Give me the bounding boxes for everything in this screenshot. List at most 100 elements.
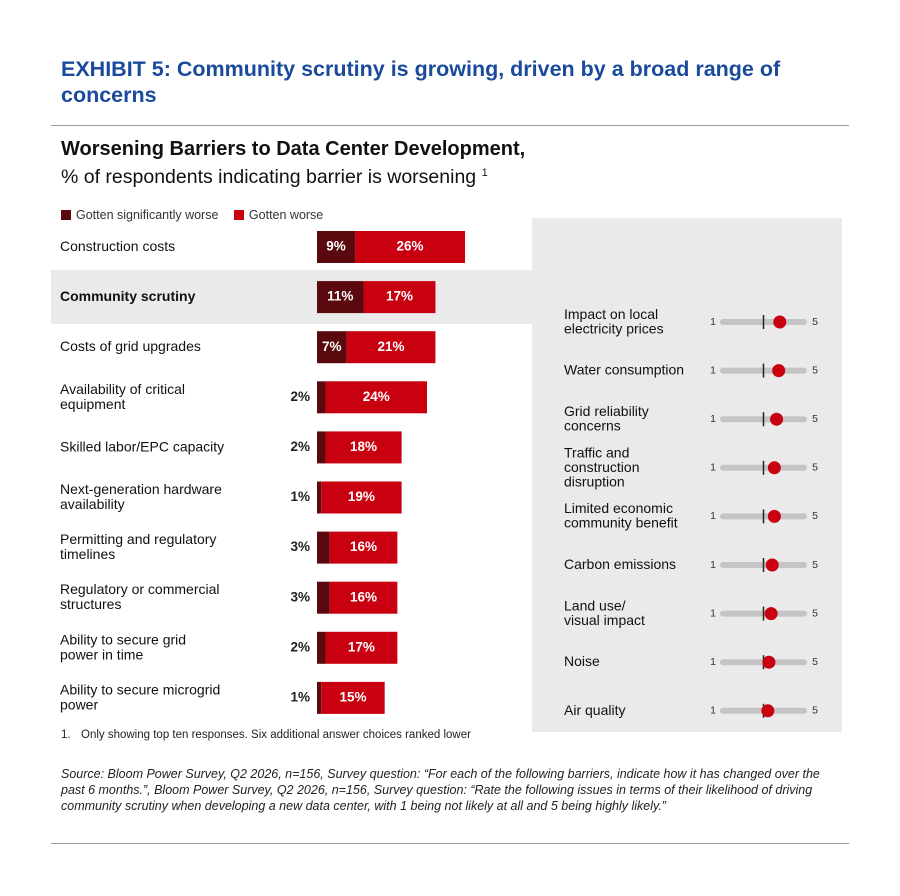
legend-swatch-worse	[233, 210, 244, 220]
slider-min-label-traffic-and-construction-disruption: 1	[710, 462, 716, 474]
top-divider	[51, 125, 849, 126]
bar-label-worse-next-generation-hardware-availability: 19%	[348, 489, 375, 504]
bar-label-worse-construction-costs: 26%	[397, 239, 424, 254]
footnote-text: Only showing top ten responses. Six addi…	[81, 729, 471, 741]
slider-marker-limited-economic-community-benefit	[767, 509, 781, 523]
chart-title-block: Worsening Barriers to Data Center Develo…	[61, 137, 841, 189]
bar-worse-costs-of-grid-upgrades	[346, 331, 436, 364]
slider-max-label-air-quality: 5	[812, 705, 818, 717]
slider-max-label-noise: 5	[812, 656, 818, 668]
source-note: Source: Bloom Power Survey, Q2 2026, n=1…	[61, 767, 820, 813]
bar-category-label-costs-of-grid-upgrades: Costs of grid upgrades	[60, 338, 201, 354]
bar-significantly-worse-next-generation-hardware-availability	[317, 481, 322, 514]
bar-label-worse-skilled-labor-epc-capacity: 18%	[350, 439, 377, 454]
bar-significantly-worse-availability-of-critical-equipment	[317, 381, 326, 414]
concerns-panel	[532, 218, 842, 732]
bar-label-worse-ability-to-secure-grid-power-in-time: 17%	[348, 639, 375, 654]
footnote-number: 1.	[61, 729, 71, 741]
slider-marker-grid-reliability-concerns	[770, 412, 784, 426]
bar-significantly-worse-skilled-labor-epc-capacity	[317, 431, 326, 464]
bar-category-label-community-scrutiny: Community scrutiny	[60, 288, 196, 304]
slider-marker-noise	[762, 655, 776, 669]
bar-label-significantly-worse-skilled-labor-epc-capacity: 2%	[290, 439, 310, 454]
slider-max-label-grid-reliability-concerns: 5	[812, 413, 818, 425]
bar-significantly-worse-ability-to-secure-microgrid-power	[317, 681, 322, 714]
bar-worse-ability-to-secure-microgrid-power	[321, 681, 385, 714]
concern-label-noise: Noise	[564, 653, 600, 669]
bar-label-worse-ability-to-secure-microgrid-power: 15%	[339, 689, 366, 704]
slider-min-label-air-quality: 1	[710, 705, 716, 717]
bar-label-worse-availability-of-critical-equipment: 24%	[363, 389, 390, 404]
bar-worse-community-scrutiny	[363, 281, 436, 314]
concern-label-limited-economic-community-benefit: Limited economic community benefit	[564, 500, 678, 531]
slider-marker-land-use-visual-impact	[764, 607, 778, 621]
bar-significantly-worse-community-scrutiny	[317, 281, 364, 314]
slider-min-label-water-consumption: 1	[710, 364, 716, 376]
concern-label-traffic-and-construction-disruption: Traffic and construction disruption	[564, 444, 639, 489]
slider-min-label-noise: 1	[710, 656, 716, 668]
bar-significantly-worse-regulatory-or-commercial-structures	[317, 581, 330, 614]
bar-label-worse-regulatory-or-commercial-structures: 16%	[350, 589, 377, 604]
slider-max-label-impact-on-local-electricity-prices: 5	[812, 316, 818, 328]
bar-label-significantly-worse-permitting-and-regulatory-timelines: 3%	[290, 539, 310, 554]
bar-label-significantly-worse-ability-to-secure-grid-power-in-time: 2%	[290, 639, 310, 654]
bar-significantly-worse-ability-to-secure-grid-power-in-time	[317, 631, 326, 664]
concern-label-water-consumption: Water consumption	[564, 361, 684, 377]
slider-max-label-carbon-emissions: 5	[812, 559, 818, 571]
bar-worse-ability-to-secure-grid-power-in-time	[325, 631, 398, 664]
footnote: 1. Only showing top ten responses. Six ad…	[61, 729, 471, 741]
bar-label-significantly-worse-ability-to-secure-microgrid-power: 1%	[290, 689, 310, 704]
legend-label-significantly-worse: Gotten significantly worse	[76, 208, 219, 222]
slider-min-label-land-use-visual-impact: 1	[710, 607, 716, 619]
slider-min-label-carbon-emissions: 1	[710, 559, 716, 571]
bar-worse-construction-costs	[355, 231, 466, 263]
concern-label-grid-reliability-concerns: Grid reliability concerns	[564, 403, 649, 434]
bar-category-label-availability-of-critical-equipment: Availability of critical equipment	[60, 381, 185, 412]
slider-max-label-land-use-visual-impact: 5	[812, 607, 818, 619]
chart-subtitle: % of respondents indicating barrier is w…	[61, 166, 477, 188]
bar-worse-regulatory-or-commercial-structures	[329, 581, 398, 614]
bar-label-significantly-worse-construction-costs: 9%	[326, 239, 346, 254]
slider-marker-air-quality	[761, 704, 775, 718]
slider-min-label-grid-reliability-concerns: 1	[710, 413, 716, 425]
slider-marker-water-consumption	[772, 364, 786, 378]
bottom-divider	[51, 843, 849, 844]
slider-max-label-traffic-and-construction-disruption: 5	[812, 462, 818, 474]
bar-worse-next-generation-hardware-availability	[321, 481, 402, 514]
bar-label-significantly-worse-community-scrutiny: 11%	[327, 289, 353, 304]
bar-category-label-ability-to-secure-microgrid-power: Ability to secure microgrid power	[60, 681, 220, 712]
slider-marker-impact-on-local-electricity-prices	[773, 315, 787, 329]
concern-label-land-use-visual-impact: Land use/visual impact	[564, 597, 645, 628]
concern-label-carbon-emissions: Carbon emissions	[564, 556, 676, 572]
bar-category-label-permitting-and-regulatory-timelines: Permitting and regulatory timelines	[60, 531, 216, 562]
slider-min-label-impact-on-local-electricity-prices: 1	[710, 316, 716, 328]
bar-label-worse-costs-of-grid-upgrades: 21%	[378, 339, 405, 354]
slider-max-label-limited-economic-community-benefit: 5	[812, 510, 818, 522]
slider-marker-carbon-emissions	[765, 558, 779, 572]
highlight-band	[51, 270, 541, 324]
bar-worse-skilled-labor-epc-capacity	[325, 431, 402, 464]
slider-min-label-limited-economic-community-benefit: 1	[710, 510, 716, 522]
chart-subtitle-line: % of respondents indicating barrier is w…	[61, 161, 841, 189]
bar-category-label-construction-costs: Construction costs	[60, 238, 175, 254]
bar-category-label-next-generation-hardware-availability: Next-generation hardware availability	[60, 481, 222, 512]
legend-item-significantly-worse: Gotten significantly worse	[61, 208, 218, 222]
exhibit-title: EXHIBIT 5: Community scrutiny is growing…	[61, 57, 781, 107]
bar-label-significantly-worse-next-generation-hardware-availability: 1%	[290, 489, 310, 504]
bar-category-label-skilled-labor-epc-capacity: Skilled labor/EPC capacity	[60, 438, 224, 454]
bar-significantly-worse-permitting-and-regulatory-timelines	[317, 531, 330, 564]
concern-label-impact-on-local-electricity-prices: Impact on local electricity prices	[564, 305, 664, 336]
bar-label-worse-community-scrutiny: 17%	[386, 289, 413, 304]
bar-worse-availability-of-critical-equipment	[325, 381, 427, 414]
bar-label-worse-permitting-and-regulatory-timelines: 16%	[350, 539, 377, 554]
slider-max-label-water-consumption: 5	[812, 364, 818, 376]
bar-label-significantly-worse-availability-of-critical-equipment: 2%	[290, 389, 310, 404]
slider-marker-traffic-and-construction-disruption	[767, 461, 781, 475]
legend-swatch-significantly-worse	[61, 210, 71, 220]
bar-significantly-worse-costs-of-grid-upgrades	[317, 331, 347, 364]
legend-label-worse: Gotten worse	[248, 208, 324, 222]
bar-label-significantly-worse-costs-of-grid-upgrades: 7%	[322, 339, 342, 354]
bar-category-label-ability-to-secure-grid-power-in-time: Ability to secure grid power in time	[60, 631, 186, 662]
concern-label-air-quality: Air quality	[564, 702, 625, 718]
